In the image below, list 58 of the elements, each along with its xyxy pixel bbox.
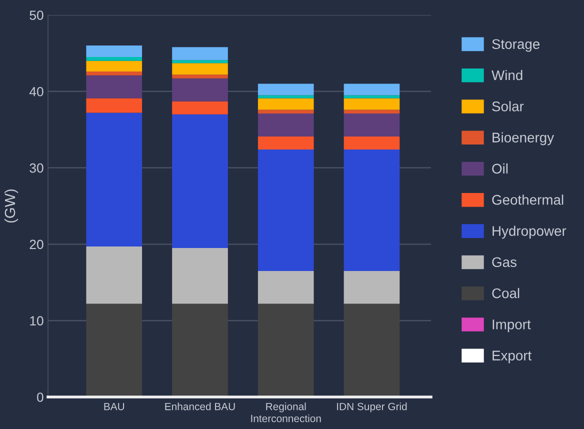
bar — [258, 98, 314, 110]
bar — [344, 95, 400, 98]
bar — [258, 95, 314, 98]
legend-label: Storage — [492, 39, 540, 52]
bar — [172, 74, 228, 78]
bar — [86, 112, 142, 246]
legend-label: Wind — [492, 70, 522, 80]
bar — [86, 75, 142, 98]
bar — [344, 98, 400, 110]
bar — [86, 304, 142, 397]
x-tick-label: IDN Super Grid — [337, 402, 407, 412]
bar — [172, 60, 228, 64]
bar — [258, 110, 314, 114]
bar — [86, 246, 142, 304]
bar — [258, 149, 314, 271]
bar — [344, 110, 400, 114]
bar — [86, 98, 142, 113]
legend-label: Hydropower — [492, 226, 566, 239]
bar — [258, 114, 314, 136]
bar — [172, 78, 228, 102]
bar — [258, 84, 314, 96]
y-tick-label: 50 — [30, 10, 44, 20]
bar — [86, 57, 142, 61]
legend-label: Coal — [492, 288, 520, 298]
bar — [344, 270, 400, 304]
bar — [172, 114, 228, 248]
legend-label: Solar — [492, 101, 524, 112]
bar — [172, 248, 228, 304]
bar — [258, 136, 314, 150]
legend-label: Gas — [492, 257, 516, 268]
legend-label: Export — [492, 350, 532, 364]
y-tick-label: 30 — [30, 163, 44, 173]
bar — [258, 304, 314, 397]
bar — [172, 63, 228, 75]
y-tick-label: 40 — [29, 86, 44, 96]
y-tick-label: 10 — [30, 316, 44, 326]
legend-label: Import — [492, 320, 531, 332]
x-tick-label: BAU — [104, 402, 124, 410]
bar — [344, 84, 400, 96]
bar — [344, 136, 400, 150]
y-tick-label: 20 — [30, 240, 44, 250]
legend-label: Geothermal — [492, 194, 564, 205]
bar — [258, 270, 314, 304]
bar — [172, 47, 228, 60]
bar — [344, 304, 400, 397]
y-axis-title: (GW) — [4, 189, 18, 223]
bar — [86, 46, 142, 58]
y-tick-label: 0 — [37, 392, 44, 402]
x-tick-label: Regional Interconnection — [251, 402, 321, 422]
legend-label: Oil — [492, 163, 508, 174]
bar — [344, 149, 400, 271]
bar — [172, 304, 228, 397]
bar — [344, 114, 400, 136]
bar — [86, 72, 142, 76]
x-tick-label: Enhanced BAU — [165, 402, 235, 410]
bar — [172, 101, 228, 114]
legend-label: Bioenergy — [492, 132, 554, 146]
bar — [86, 60, 142, 72]
